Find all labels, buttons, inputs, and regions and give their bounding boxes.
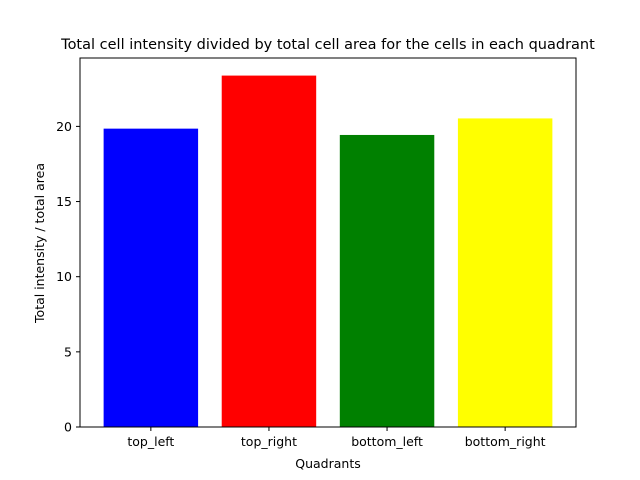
bars-group bbox=[103, 75, 553, 427]
x-tick-label: bottom_right bbox=[465, 434, 546, 449]
y-tick-label: 15 bbox=[56, 194, 72, 209]
bar-top-right bbox=[221, 75, 317, 427]
x-tick-label: top_left bbox=[127, 434, 174, 449]
chart-title: Total cell intensity divided by total ce… bbox=[60, 37, 595, 53]
bar-top-left bbox=[103, 128, 199, 427]
bar-bottom-right bbox=[457, 118, 553, 427]
bar-bottom-left bbox=[339, 134, 435, 427]
y-tick-label: 10 bbox=[56, 269, 72, 284]
y-axis-ticks: 0 5 10 15 20 bbox=[56, 119, 80, 435]
x-tick-label: bottom_left bbox=[351, 434, 423, 449]
y-tick-label: 0 bbox=[64, 420, 72, 435]
plot-frame bbox=[79, 57, 577, 428]
y-tick-label: 5 bbox=[64, 344, 72, 359]
y-tick-label: 20 bbox=[56, 119, 72, 134]
x-tick-label: top_right bbox=[241, 434, 297, 449]
y-axis-label: Total intensity / total area bbox=[32, 163, 47, 324]
x-axis-ticks: top_left top_right bottom_left bottom_right bbox=[127, 427, 546, 449]
x-axis-label: Quadrants bbox=[295, 456, 361, 471]
